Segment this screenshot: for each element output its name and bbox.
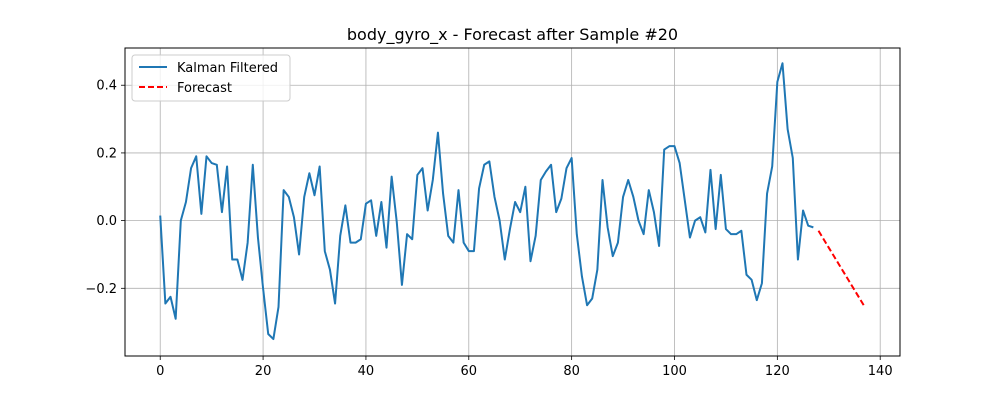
y-tick-label: 0.4 (96, 79, 117, 94)
legend: Kalman Filtered Forecast (131, 54, 291, 102)
y-tick-label: −0.2 (85, 282, 117, 297)
x-tick-label: 20 (255, 364, 272, 379)
plot-frame (124, 47, 901, 357)
x-tick-label: 0 (156, 364, 164, 379)
y-tick-label: 0.2 (96, 146, 117, 161)
legend-label-forecast: Forecast (177, 81, 232, 96)
series-line-forecast (817, 230, 866, 308)
y-tick-label: 0.0 (96, 214, 117, 229)
x-tick-label: 40 (358, 364, 375, 379)
chart-title: body_gyro_x - Forecast after Sample #20 (347, 25, 678, 45)
x-tick-label: 100 (662, 364, 687, 379)
y-axis: −0.2 0.0 0.2 0.4 (85, 79, 125, 297)
legend-box (131, 54, 291, 102)
x-tick-label: 120 (765, 364, 790, 379)
series-line-kalman-filtered (159, 62, 814, 341)
legend-label-kalman-filtered: Kalman Filtered (177, 61, 278, 76)
series-layer (159, 62, 866, 341)
x-axis: 0 20 40 60 80 100 120 140 (156, 356, 893, 379)
x-tick-label: 140 (868, 364, 893, 379)
x-tick-label: 80 (563, 364, 580, 379)
x-tick-label: 60 (461, 364, 478, 379)
